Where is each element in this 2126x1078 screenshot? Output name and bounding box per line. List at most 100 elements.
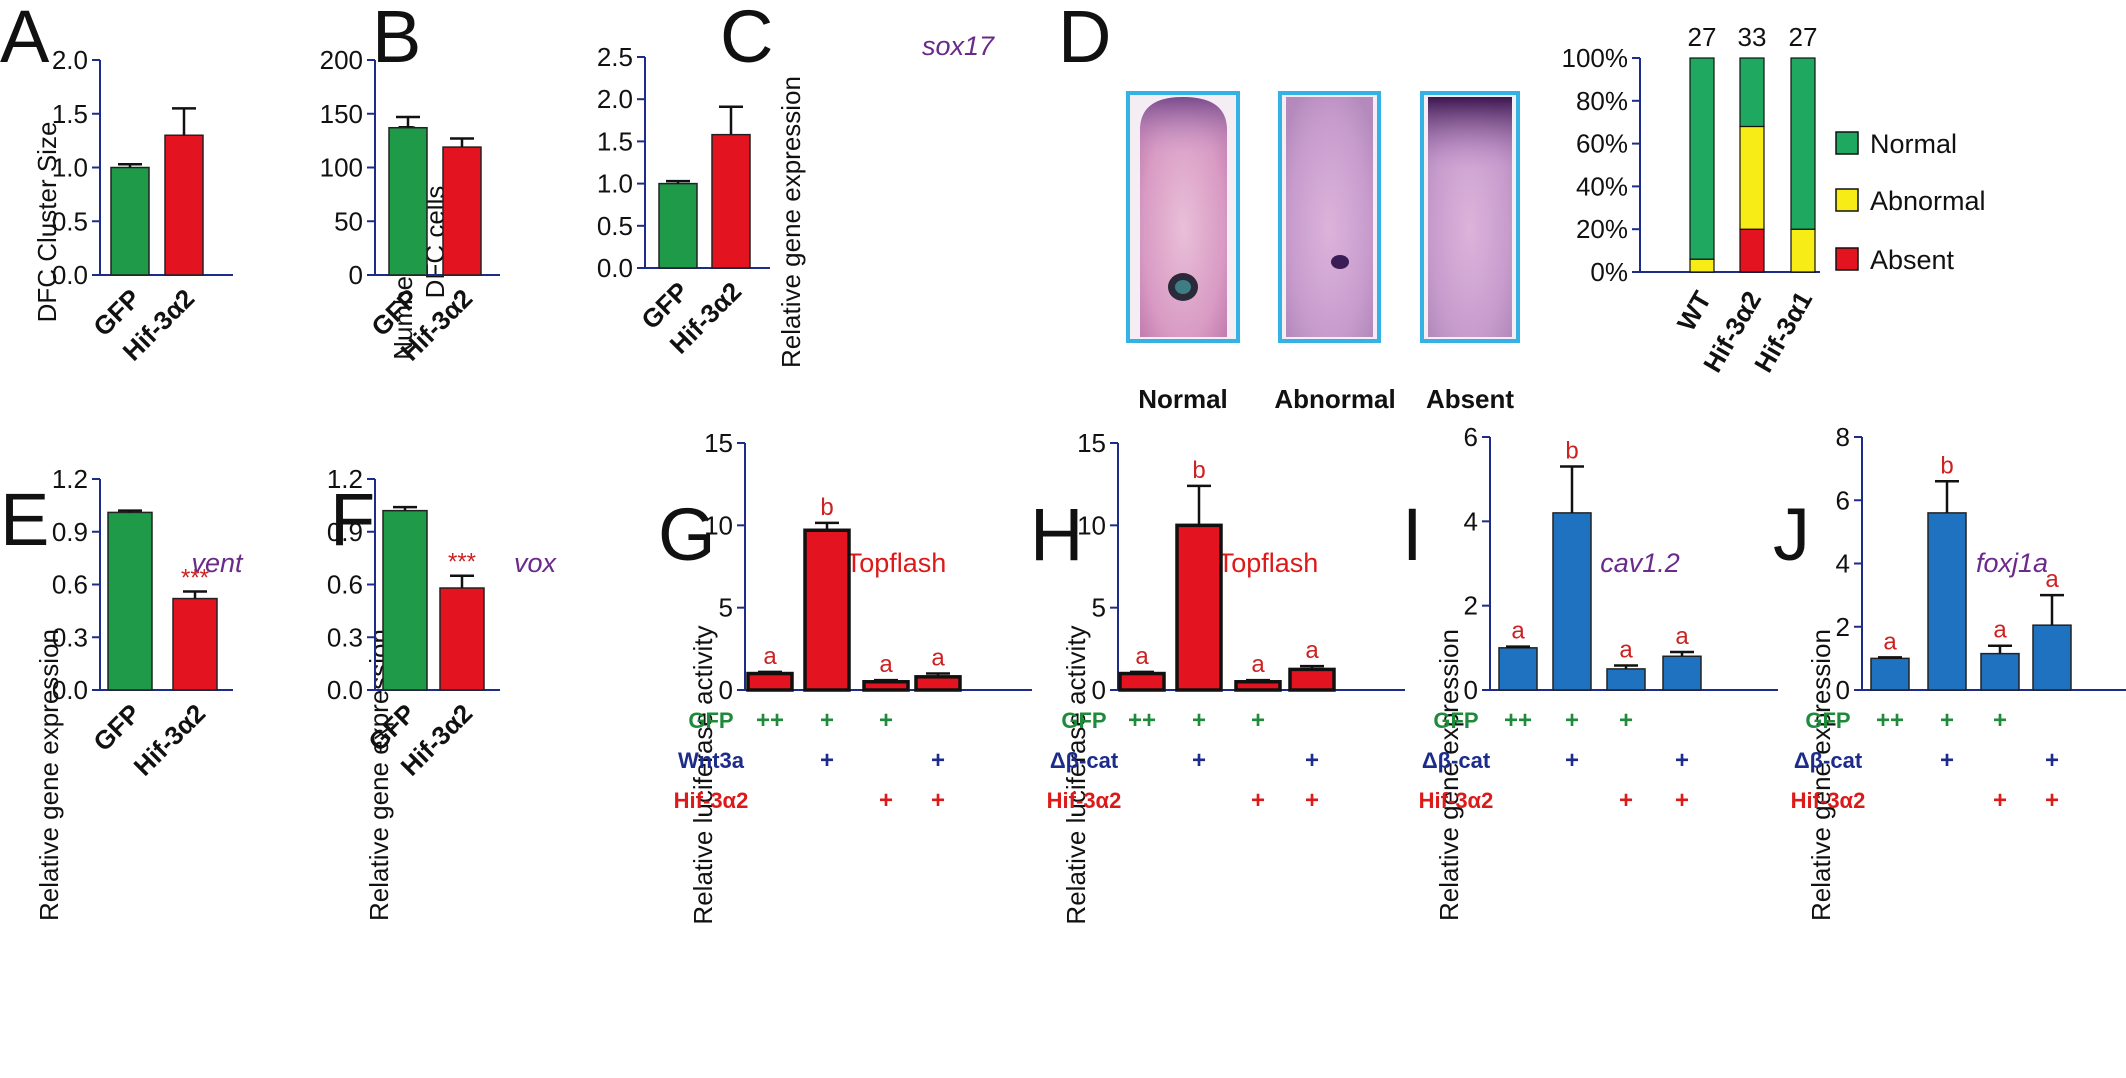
panel-i-bar bbox=[1553, 513, 1591, 690]
panel-b-ytick-label: 0 bbox=[349, 260, 363, 290]
panel-h-row-symbol: + bbox=[1251, 707, 1265, 734]
panel-g-bar bbox=[805, 530, 849, 690]
panel-g-ytick-label: 15 bbox=[704, 428, 733, 458]
panel-i-title: cav1.2 bbox=[1600, 548, 1680, 578]
panel-f-ytick-label: 1.2 bbox=[327, 464, 363, 494]
panel-c-ytick-label: 0.0 bbox=[597, 253, 633, 283]
panel-f-ytick-label: 0.3 bbox=[327, 622, 363, 652]
panel-label-e: E bbox=[0, 478, 49, 561]
legend-swatch-normal bbox=[1836, 132, 1858, 154]
panel-c-bar bbox=[712, 135, 750, 268]
panel-a-bar bbox=[111, 168, 149, 276]
panel-g-row-label: GFP bbox=[688, 708, 733, 733]
panel-j-sig-letter: b bbox=[1940, 452, 1953, 479]
panel-h-bar bbox=[1177, 525, 1221, 690]
panel-i-row-symbol: + bbox=[1565, 747, 1579, 774]
panel-d-n-label: 27 bbox=[1688, 22, 1717, 52]
panel-j-row-label: Hif-3α2 bbox=[1791, 788, 1866, 813]
panel-c-ytick-label: 2.0 bbox=[597, 84, 633, 114]
panel-j-ytick-label: 4 bbox=[1836, 549, 1850, 579]
panel-i-row-symbol: + bbox=[1565, 707, 1579, 734]
panel-h-bar bbox=[1120, 674, 1164, 690]
panel-d-ytick-label: 100% bbox=[1562, 43, 1629, 73]
panel-j-row-symbol: + bbox=[1993, 707, 2007, 734]
panel-e-ylabel: Relative gene expression bbox=[34, 629, 64, 921]
panel-j-ylabel: Relative gene expression bbox=[1806, 629, 1836, 921]
panel-d-bar-segment-absent bbox=[1740, 229, 1764, 272]
panel-j-row-symbol: ++ bbox=[1876, 707, 1904, 734]
panel-j-row-symbol: + bbox=[2045, 747, 2059, 774]
panel-g-row-symbol: + bbox=[879, 707, 893, 734]
panel-b-ytick-label: 150 bbox=[320, 99, 363, 129]
legend-absent: Absent bbox=[1870, 245, 1955, 275]
panel-d-ytick-label: 0% bbox=[1590, 257, 1628, 287]
panel-g-row-symbol: + bbox=[879, 787, 893, 814]
embryo-label-absent: Absent bbox=[1426, 384, 1514, 414]
panel-label-h: H bbox=[1030, 493, 1083, 576]
panel-c-ytick-label: 1.0 bbox=[597, 169, 633, 199]
panel-g-ylabel: Relative luciferase activity bbox=[688, 625, 718, 924]
panel-f-title: vox bbox=[514, 548, 558, 578]
panel-g-ytick-label: 0 bbox=[719, 675, 733, 705]
panel-label-d: D bbox=[1058, 0, 1111, 78]
panel-g-sig-letter: a bbox=[931, 645, 945, 672]
panel-d-category-label: WT bbox=[1671, 286, 1717, 336]
embryo-label-abnormal: Abnormal bbox=[1274, 384, 1395, 414]
panel-g-sig-letter: a bbox=[879, 651, 893, 678]
panel-c-title: sox17 bbox=[922, 31, 995, 61]
panel-label-j: J bbox=[1773, 493, 1810, 576]
panel-f-bar bbox=[440, 588, 484, 690]
embryo-label-normal: Normal bbox=[1138, 384, 1228, 414]
panel-g-bar bbox=[864, 682, 908, 690]
panel-i-row-symbol: + bbox=[1675, 787, 1689, 814]
panel-i-ytick-label: 6 bbox=[1464, 422, 1478, 452]
panel-e-category-label: GFP bbox=[87, 698, 146, 757]
panel-g-row-symbol: + bbox=[931, 747, 945, 774]
panel-h-bar bbox=[1290, 669, 1334, 690]
panel-e-bar bbox=[173, 599, 217, 690]
panel-i-row-label: Hif-3α2 bbox=[1419, 788, 1494, 813]
panel-g-row-symbol: + bbox=[820, 747, 834, 774]
panel-h-ytick-label: 10 bbox=[1077, 510, 1106, 540]
figure: A B C D E F G H I J sox17 vent vox Topfl… bbox=[0, 0, 2126, 1078]
panel-j-title: foxj1a bbox=[1976, 548, 2048, 578]
panel-h-ylabel: Relative luciferase activity bbox=[1061, 625, 1091, 924]
panel-h-bar bbox=[1236, 682, 1280, 690]
panel-label-b: B bbox=[372, 0, 421, 78]
legend-abnormal: Abnormal bbox=[1870, 186, 1986, 216]
panel-h-ytick-label: 5 bbox=[1092, 593, 1106, 623]
panel-i-bar bbox=[1499, 648, 1537, 690]
panel-e-ytick-label: 0.6 bbox=[52, 570, 88, 600]
panel-i-ytick-label: 4 bbox=[1464, 506, 1478, 536]
panel-c-ytick-label: 0.5 bbox=[597, 211, 633, 241]
panel-a-ytick-label: 0.5 bbox=[52, 206, 88, 236]
panel-d-bar-segment-abnormal bbox=[1690, 259, 1714, 272]
panel-i-row-symbol: + bbox=[1619, 707, 1633, 734]
panel-h-row-symbol: ++ bbox=[1128, 707, 1156, 734]
panel-i-bar bbox=[1663, 656, 1701, 690]
panel-i-ytick-label: 2 bbox=[1464, 591, 1478, 621]
panel-g-row-symbol: + bbox=[931, 787, 945, 814]
panel-j-ytick-label: 6 bbox=[1836, 485, 1850, 515]
panel-d-bar-segment-abnormal bbox=[1740, 126, 1764, 229]
panel-h-ytick-label: 15 bbox=[1077, 428, 1106, 458]
panel-c-ytick-label: 2.5 bbox=[597, 42, 633, 72]
panel-e-ytick-label: 0.0 bbox=[52, 675, 88, 705]
panel-g-row-label: Hif-3α2 bbox=[674, 788, 749, 813]
panel-i-ylabel: Relative gene expression bbox=[1434, 629, 1464, 921]
panel-i-row-label: Δβ-cat bbox=[1422, 748, 1491, 773]
panel-h-ytick-label: 0 bbox=[1092, 675, 1106, 705]
panel-i-row-symbol: + bbox=[1675, 747, 1689, 774]
panel-h-row-symbol: + bbox=[1192, 747, 1206, 774]
panel-f-bar bbox=[383, 511, 427, 690]
panel-label-i: I bbox=[1402, 493, 1423, 576]
panel-g-ytick-label: 5 bbox=[719, 593, 733, 623]
panel-g-sig-letter: b bbox=[820, 494, 833, 521]
panel-j-ytick-label: 0 bbox=[1836, 675, 1850, 705]
panel-i-row-label: GFP bbox=[1433, 708, 1478, 733]
panel-e-sig-stars: *** bbox=[181, 565, 209, 592]
panel-h-row-label: Hif-3α2 bbox=[1047, 788, 1122, 813]
panel-d-bar-segment-normal bbox=[1690, 58, 1714, 259]
panel-d-bar-segment-normal bbox=[1791, 58, 1815, 229]
embryo-image-normal bbox=[1128, 93, 1238, 341]
